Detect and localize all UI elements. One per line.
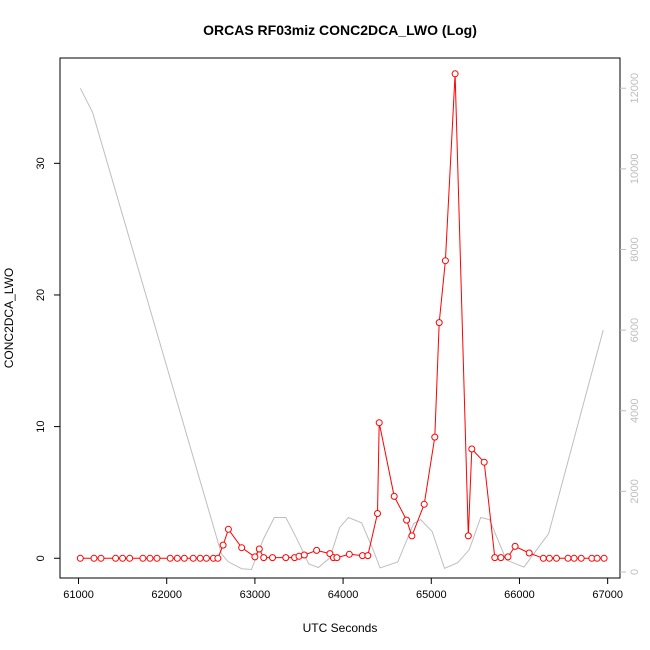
data-point — [553, 554, 560, 562]
data-point — [545, 554, 553, 562]
data-point — [468, 445, 476, 453]
altitude-line — [79, 87, 604, 571]
data-point — [375, 419, 383, 427]
conc2dca-series — [76, 70, 608, 562]
data-point — [282, 554, 290, 562]
chart-title: ORCAS RF03miz CONC2DCA_LWO (Log) — [203, 22, 477, 38]
data-point — [441, 257, 449, 265]
data-point — [497, 554, 505, 562]
data-point — [431, 433, 439, 441]
data-point — [224, 525, 232, 533]
data-point — [600, 554, 608, 562]
data-point — [364, 552, 372, 560]
y2-tick-label: 12000 — [629, 73, 641, 104]
x-tick-label: 65000 — [416, 589, 447, 601]
conc2dca-line — [80, 73, 605, 559]
data-point — [260, 554, 268, 562]
data-point — [238, 544, 246, 552]
data-point — [435, 319, 443, 327]
data-point — [333, 554, 341, 562]
data-point — [219, 541, 227, 549]
data-point — [214, 554, 222, 562]
data-point — [173, 554, 181, 562]
x-axis-label: UTC Seconds — [303, 621, 378, 635]
data-point — [504, 553, 512, 561]
data-point — [196, 554, 204, 562]
y-tick-label: 10 — [35, 420, 47, 432]
y2-tick-label: 0 — [629, 569, 641, 575]
y2-tick-label: 4000 — [629, 398, 641, 422]
data-point — [564, 554, 572, 562]
data-point — [511, 542, 519, 550]
data-point — [153, 554, 161, 562]
data-point — [112, 554, 120, 562]
x-tick-label: 61000 — [63, 589, 94, 601]
data-point — [97, 554, 105, 562]
data-point — [408, 532, 416, 540]
plot-frame — [59, 57, 621, 579]
y2-tick-label: 6000 — [629, 318, 641, 342]
x-tick-label: 62000 — [151, 589, 182, 601]
data-point — [420, 500, 428, 508]
data-point — [90, 554, 98, 562]
altitude-series — [79, 87, 604, 571]
data-point — [451, 70, 459, 78]
data-point — [255, 545, 263, 553]
data-point — [146, 554, 154, 562]
data-point — [390, 492, 398, 500]
x-tick-label: 64000 — [328, 589, 359, 601]
data-point — [593, 554, 601, 562]
data-point — [202, 554, 210, 562]
data-point — [180, 554, 188, 562]
data-point — [166, 554, 174, 562]
data-point — [480, 458, 488, 466]
y2-tick-label: 2000 — [629, 479, 641, 503]
data-point — [539, 554, 547, 562]
data-point — [269, 554, 276, 562]
data-point — [300, 551, 308, 559]
data-point — [119, 554, 127, 562]
y-tick-label: 20 — [35, 289, 47, 301]
data-point — [577, 554, 585, 562]
data-point — [139, 554, 147, 562]
x-tick-label: 67000 — [592, 589, 623, 601]
y-axis-label: CONC2DCA_LWO — [2, 268, 16, 368]
y2-tick-label: 10000 — [629, 154, 641, 185]
data-point — [464, 532, 472, 540]
y-axis-right: 0 2000 4000 6000 8000 10000 12000 — [620, 73, 641, 575]
x-tick-label: 66000 — [504, 589, 535, 601]
data-point — [251, 553, 259, 561]
data-point — [570, 554, 578, 562]
data-point — [76, 554, 84, 562]
data-point — [525, 549, 533, 557]
x-tick-label: 63000 — [240, 589, 271, 601]
x-axis: 61000 62000 63000 64000 65000 66000 67000 — [63, 578, 623, 601]
data-point — [345, 550, 353, 558]
data-point — [189, 554, 197, 562]
y2-tick-label: 8000 — [629, 237, 641, 261]
data-point — [374, 510, 381, 517]
data-point — [126, 554, 134, 562]
y-axis-left: 0 10 20 30 — [35, 157, 60, 561]
data-point — [313, 546, 321, 554]
data-point — [491, 554, 499, 562]
y-tick-label: 30 — [35, 157, 47, 169]
y-tick-label: 0 — [35, 555, 47, 561]
data-point — [403, 516, 411, 524]
